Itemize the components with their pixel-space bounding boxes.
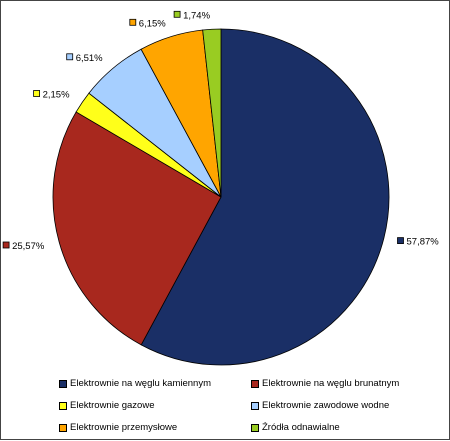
data-label: 25,57% [2, 241, 45, 252]
data-label: 2,15% [33, 90, 70, 101]
legend-swatch [59, 379, 67, 388]
legend-label: Elektrownie zawodowe wodne [262, 400, 390, 411]
legend: Elektrownie na węglu kamiennym Elektrown… [59, 372, 439, 438]
data-label-swatch [129, 18, 137, 26]
legend-item: Źródła odnawialne [251, 422, 340, 433]
pie-slice [140, 28, 390, 366]
legend-item: Elektrownie na węglu brunatnym [251, 378, 399, 389]
legend-label: Elektrownie na węglu brunatnym [262, 378, 400, 389]
legend-label: Elektrownie na węglu kamiennym [70, 378, 211, 389]
data-label: 1,74% [173, 10, 211, 21]
legend-label: Źródła odnawialne [262, 422, 340, 433]
data-label-text: 57,87% [407, 237, 440, 248]
legend-swatch [251, 423, 259, 432]
legend-swatch [59, 401, 67, 410]
data-label-text: 6,51% [76, 53, 103, 64]
data-label-text: 25,57% [12, 241, 45, 252]
data-label-swatch [66, 53, 74, 61]
legend-swatch [59, 423, 67, 432]
data-label: 6,51% [66, 53, 103, 64]
data-label-swatch [33, 90, 40, 97]
data-label-swatch [397, 237, 404, 245]
data-label-swatch [173, 10, 181, 18]
legend-item: Elektrownie zawodowe wodne [251, 400, 389, 411]
legend-item: Elektrownie na węglu kamiennym [59, 378, 211, 389]
pie-slice [202, 28, 222, 198]
data-label-text: 2,15% [43, 90, 70, 101]
data-label: 6,15% [129, 18, 166, 29]
legend-item: Elektrownie przemysłowe [59, 422, 177, 433]
data-label-text: 6,15% [139, 18, 166, 29]
legend-label: Elektrownie przemysłowe [70, 422, 178, 433]
data-label-text: 1,74% [183, 10, 210, 21]
pie-slice [52, 111, 222, 346]
legend-label: Elektrownie gazowe [70, 400, 155, 411]
data-label-swatch [2, 241, 10, 249]
legend-item: Elektrownie gazowe [59, 400, 155, 411]
legend-swatch [251, 401, 259, 410]
data-label: 57,87% [397, 237, 440, 248]
legend-swatch [251, 379, 259, 388]
